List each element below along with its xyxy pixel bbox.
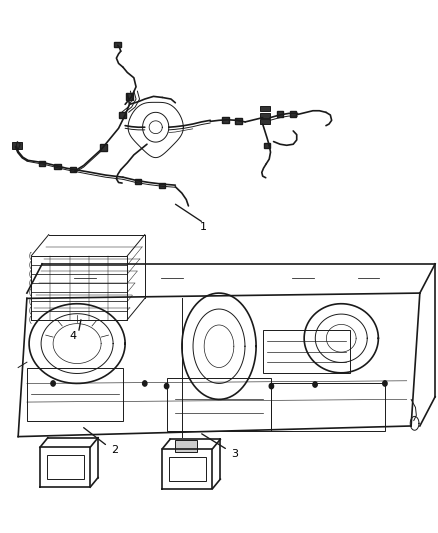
Bar — [175, 440, 197, 451]
Bar — [39, 161, 45, 166]
Bar — [277, 111, 283, 117]
Text: 2: 2 — [111, 445, 118, 455]
Bar — [126, 93, 133, 100]
Circle shape — [383, 381, 387, 386]
Bar — [100, 144, 107, 151]
Bar — [261, 119, 270, 124]
Text: 1: 1 — [200, 222, 207, 232]
Circle shape — [51, 381, 55, 386]
Bar — [159, 182, 165, 188]
Bar — [261, 107, 270, 111]
Bar — [166, 378, 272, 431]
Bar — [114, 42, 121, 47]
Bar — [261, 113, 270, 118]
Bar — [27, 368, 123, 421]
Bar — [135, 179, 141, 184]
Bar — [222, 117, 229, 123]
Bar — [290, 111, 296, 117]
Circle shape — [164, 383, 169, 389]
Circle shape — [143, 381, 147, 386]
Bar — [54, 164, 60, 169]
Bar — [46, 455, 84, 479]
Bar — [70, 167, 76, 172]
Bar — [272, 383, 385, 431]
Circle shape — [269, 383, 274, 389]
Circle shape — [313, 382, 317, 387]
Text: 4: 4 — [69, 330, 76, 341]
Bar — [235, 118, 242, 124]
Bar — [264, 143, 270, 148]
Text: 3: 3 — [231, 449, 238, 458]
Bar — [169, 457, 206, 481]
Bar — [119, 112, 126, 118]
Bar — [263, 330, 350, 373]
Bar — [12, 142, 22, 149]
